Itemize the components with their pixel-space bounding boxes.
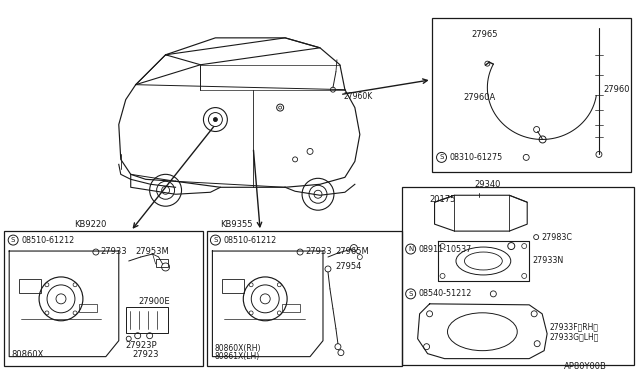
Text: S: S xyxy=(408,291,413,297)
Bar xyxy=(19,279,41,293)
Text: KB9220: KB9220 xyxy=(74,219,106,229)
Text: 27960A: 27960A xyxy=(463,93,496,102)
Text: 27960K: 27960K xyxy=(344,92,373,101)
Text: 27923P: 27923P xyxy=(125,341,157,350)
Text: 27933: 27933 xyxy=(101,247,127,256)
Text: 08510-61212: 08510-61212 xyxy=(223,235,276,244)
Bar xyxy=(125,307,168,333)
Text: 27954: 27954 xyxy=(335,263,362,272)
Text: 08510-61212: 08510-61212 xyxy=(21,235,74,244)
Bar xyxy=(4,231,204,366)
Text: AP80Y00B: AP80Y00B xyxy=(564,362,607,371)
Bar xyxy=(402,187,634,365)
Text: 27953M: 27953M xyxy=(136,247,170,256)
Text: 08911-10537: 08911-10537 xyxy=(419,244,472,254)
Bar xyxy=(282,304,300,312)
Text: 27933F〈RH〉: 27933F〈RH〉 xyxy=(549,322,598,331)
Text: 27965M: 27965M xyxy=(335,247,369,256)
Text: 27960: 27960 xyxy=(603,85,629,94)
Text: N: N xyxy=(408,246,413,252)
Text: 27933: 27933 xyxy=(305,247,332,256)
Text: 80861X(LH): 80861X(LH) xyxy=(214,352,260,361)
Text: 27933G〈LH〉: 27933G〈LH〉 xyxy=(549,332,598,341)
Text: 29340: 29340 xyxy=(474,180,500,189)
Text: S: S xyxy=(213,237,218,243)
Text: 27983C: 27983C xyxy=(541,232,572,241)
Bar xyxy=(207,231,402,366)
Text: 20175: 20175 xyxy=(429,195,456,204)
Bar xyxy=(431,18,631,172)
Circle shape xyxy=(213,118,218,122)
Bar xyxy=(156,259,168,267)
Text: 27900E: 27900E xyxy=(139,297,170,307)
Text: 80860X: 80860X xyxy=(11,350,44,359)
Text: 08310-61275: 08310-61275 xyxy=(449,153,503,162)
Text: 08540-51212: 08540-51212 xyxy=(419,289,472,298)
Text: S: S xyxy=(439,154,444,160)
Text: 27933N: 27933N xyxy=(532,257,563,266)
Text: S: S xyxy=(11,237,15,243)
Text: 27965: 27965 xyxy=(472,31,498,39)
Text: 80860X(RH): 80860X(RH) xyxy=(214,344,261,353)
Text: 27923: 27923 xyxy=(132,350,159,359)
Bar xyxy=(79,304,97,312)
Text: KB9355: KB9355 xyxy=(220,219,253,229)
Bar xyxy=(222,279,244,293)
